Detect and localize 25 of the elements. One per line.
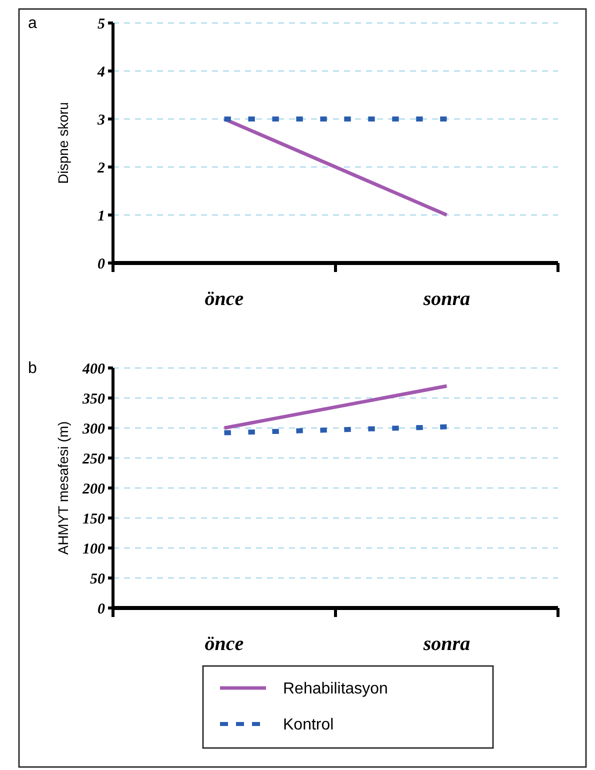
y-axis-title: Dispne skoru: [55, 102, 71, 184]
x-tick-label: önce: [204, 633, 244, 655]
x-tick-label: sonra: [422, 633, 470, 655]
x-tick-label: sonra: [422, 288, 470, 310]
chart-title: a: [28, 15, 37, 32]
y-tick-label: 350: [82, 391, 106, 408]
x-tick-label: önce: [204, 288, 244, 310]
y-axis-title: AHMYT mesafesi (m): [55, 421, 71, 555]
y-tick-label: 50: [90, 571, 106, 588]
y-tick-label: 1: [98, 208, 105, 224]
legend-label: Rehabilitasyon: [283, 680, 388, 698]
y-tick-label: 150: [82, 511, 106, 528]
y-tick-label: 300: [82, 421, 106, 438]
legend-label: Kontrol: [283, 716, 334, 734]
y-tick-label: 200: [82, 481, 106, 498]
y-tick-label: 5: [98, 16, 106, 32]
y-tick-label: 3: [96, 112, 106, 128]
y-tick-label: 2: [96, 160, 106, 176]
chart-title: b: [28, 360, 37, 377]
y-tick-label: 100: [82, 541, 106, 558]
y-tick-label: 4: [96, 64, 106, 80]
y-tick-label: 250: [82, 451, 106, 468]
y-tick-label: 0: [98, 256, 106, 272]
y-tick-label: 400: [82, 361, 106, 378]
y-tick-label: 0: [98, 601, 106, 618]
